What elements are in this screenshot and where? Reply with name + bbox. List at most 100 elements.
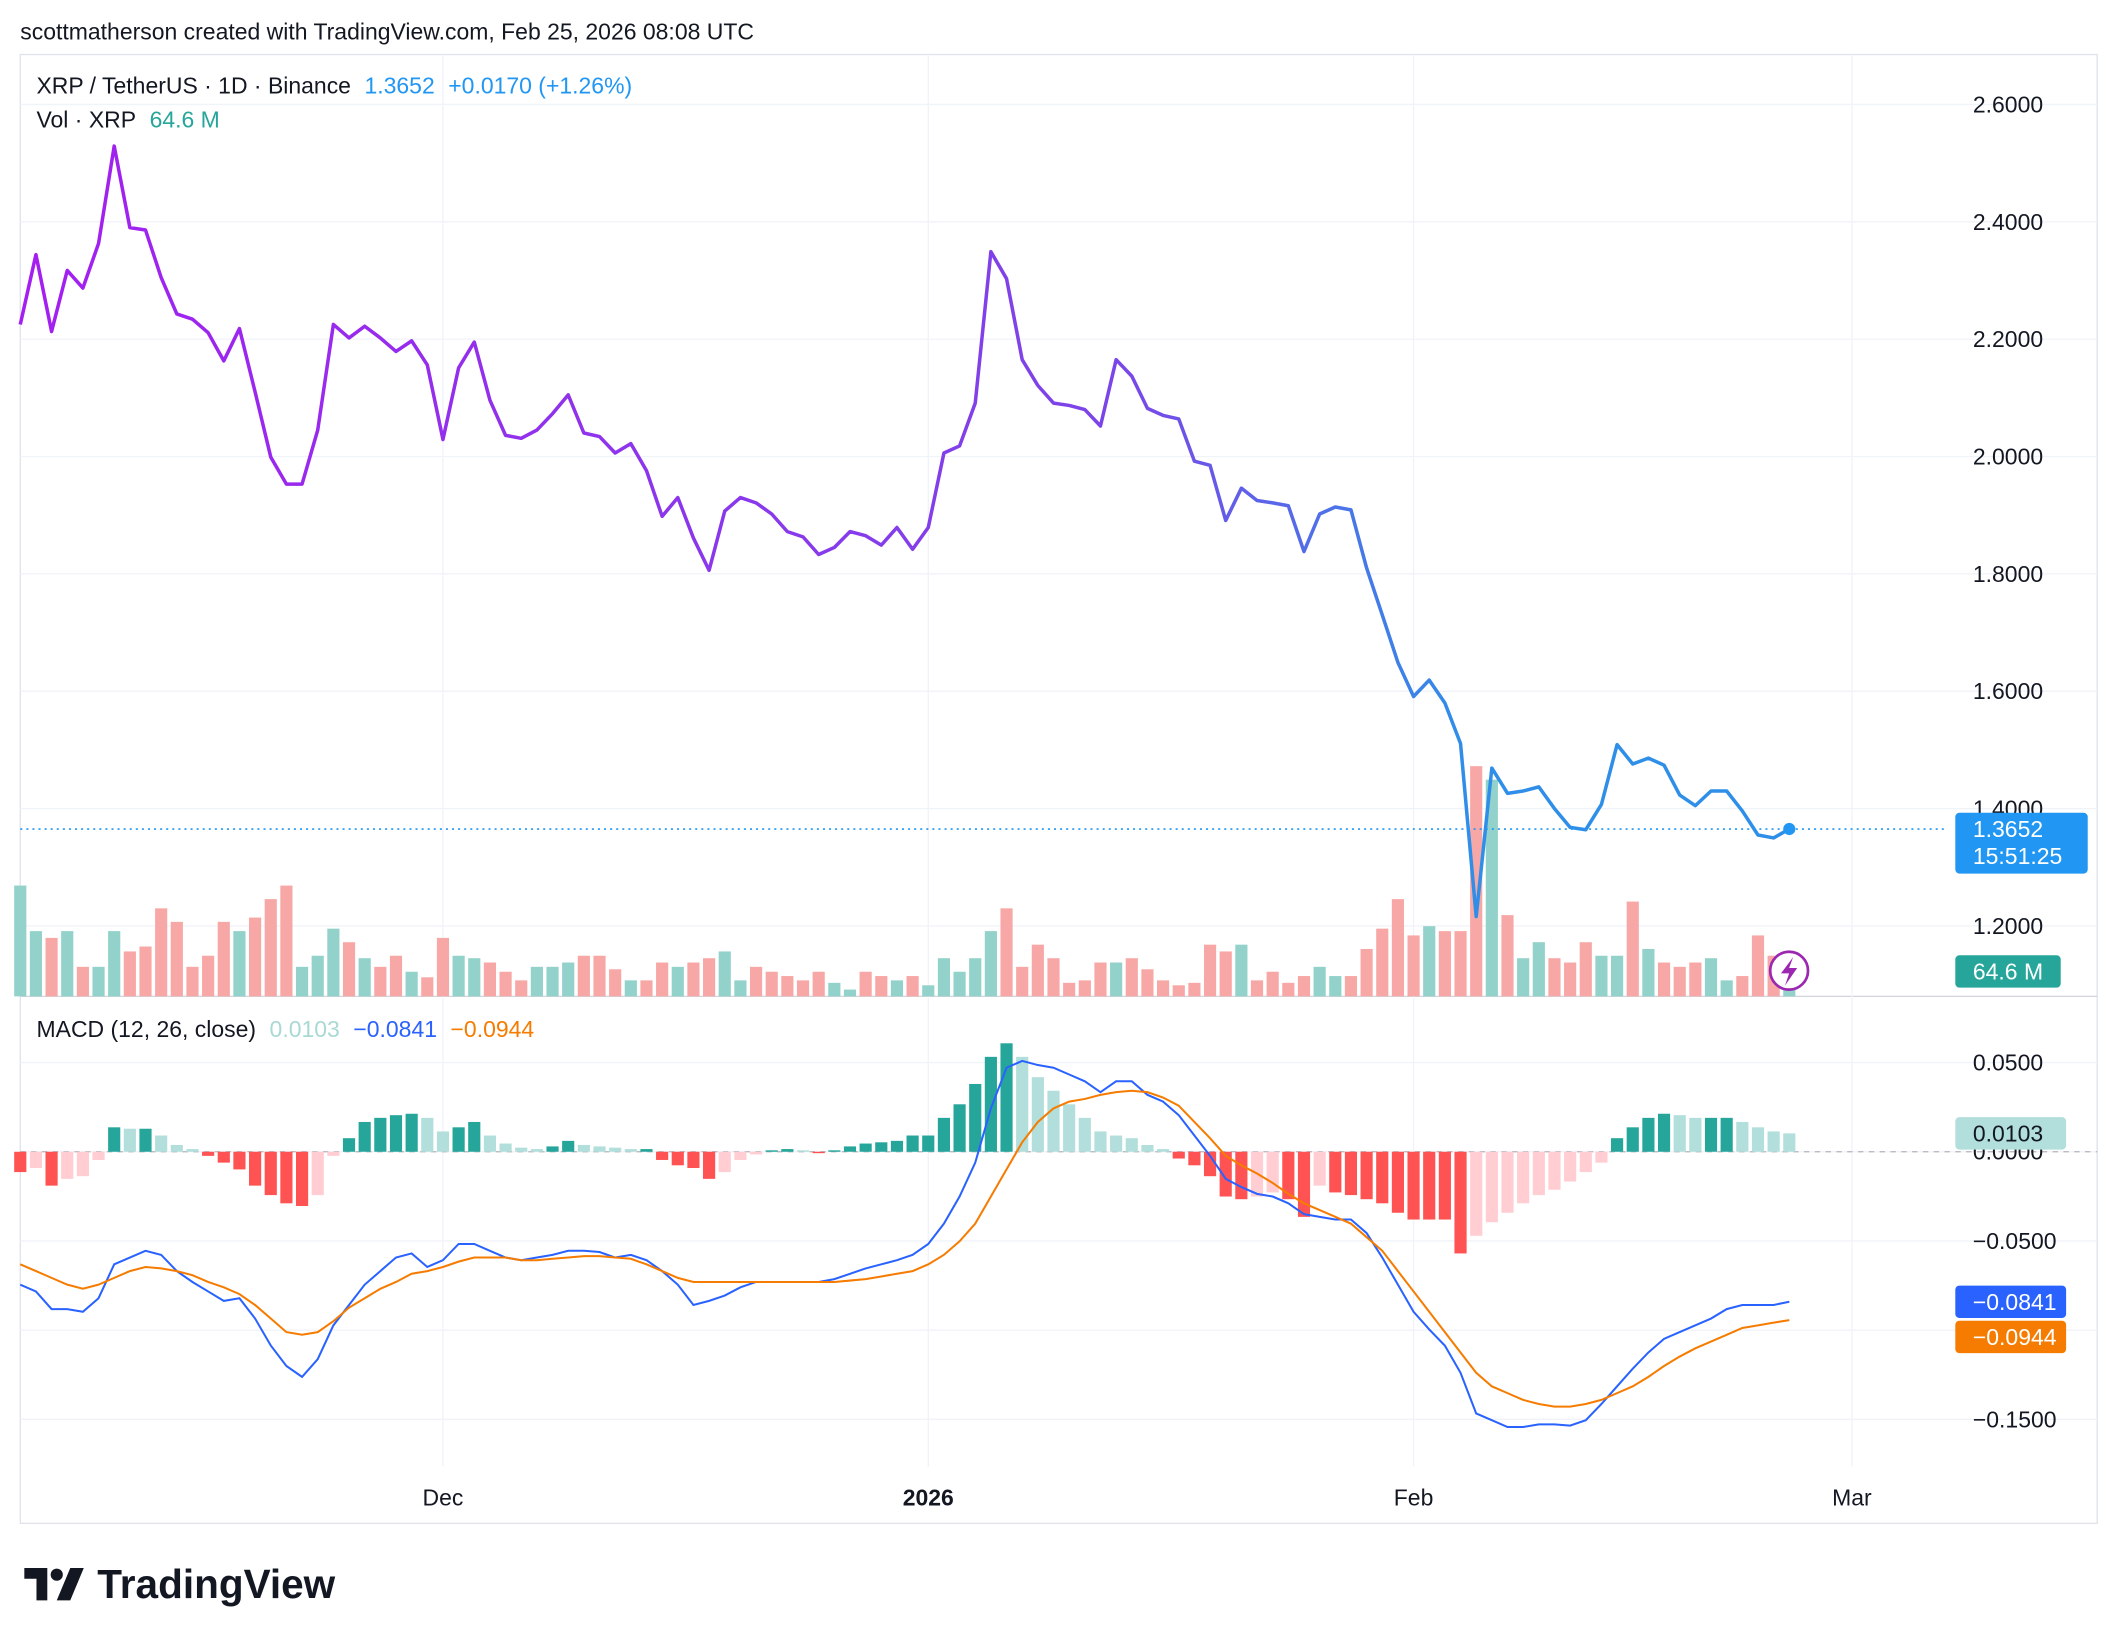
volume-bar — [280, 885, 293, 997]
volume-bar — [937, 958, 951, 997]
macd-histogram-bar — [1172, 1151, 1185, 1159]
macd-line — [19, 1059, 1790, 1429]
volume-bar — [749, 966, 763, 997]
volume-bar — [1454, 931, 1467, 997]
volume-bar — [186, 966, 199, 997]
volume-bar — [1047, 958, 1060, 997]
macd-histogram-bar — [1313, 1151, 1326, 1186]
volume-bar — [1470, 766, 1483, 997]
volume-bar — [202, 955, 215, 997]
volume-bar — [624, 980, 637, 997]
macd-histogram-bar — [311, 1151, 324, 1196]
volume-bar — [1689, 962, 1702, 997]
volume-bar — [1751, 935, 1765, 997]
volume-bar — [342, 942, 356, 997]
macd-histogram-bar — [61, 1151, 74, 1179]
volume-bar — [546, 966, 559, 997]
icon-bolt — [1780, 957, 1798, 986]
macd-histogram-bar — [1517, 1151, 1530, 1204]
volume-bar — [217, 921, 230, 997]
macd-histogram-bar — [609, 1147, 622, 1152]
macd-histogram-bar — [1344, 1151, 1358, 1196]
y-tick-label: 0.0500 — [1973, 1050, 2043, 1076]
macd-histogram-bar — [1141, 1144, 1154, 1152]
y-tick-label: 1.8000 — [1973, 561, 2043, 587]
macd-histogram-bar — [1000, 1043, 1013, 1152]
volume-bar — [14, 885, 27, 997]
y-tick-label: 1.2000 — [1973, 913, 2043, 939]
volume-badge-label: 64.6 M — [1973, 958, 2043, 984]
macd-histogram-bar — [515, 1147, 528, 1152]
macd-badge — [1955, 1320, 2067, 1354]
macd-histogram-bar — [1532, 1151, 1545, 1196]
volume-bar — [499, 971, 512, 997]
volume-bar — [562, 962, 575, 997]
macd-histogram-bar — [1063, 1104, 1076, 1152]
macd-histogram-bar — [123, 1128, 136, 1152]
macd-histogram-bar — [170, 1144, 183, 1152]
macd-histogram-bar — [640, 1149, 653, 1152]
volume-bar — [812, 971, 825, 997]
macd-histogram-bar — [781, 1149, 794, 1152]
volume-bar — [718, 951, 731, 997]
volume-bar — [843, 989, 857, 997]
axis: Dec 2026 Feb Mar1.20001.40001.60001.80002.0… — [423, 91, 2057, 1510]
price-badge — [1955, 812, 2088, 874]
volume-bar — [1532, 942, 1545, 997]
macd-histogram-bar — [1125, 1138, 1138, 1152]
volume-bar — [170, 921, 183, 997]
macd-histogram-bar — [186, 1149, 199, 1152]
grid — [20, 54, 2098, 1467]
macd-histogram-bar — [1188, 1151, 1201, 1166]
macd-histogram-bar — [1423, 1151, 1436, 1220]
volume-bar — [1344, 976, 1358, 997]
volume-bar — [483, 962, 497, 997]
macd-hist-last: 0.0103 — [270, 1016, 340, 1042]
volume-bar — [984, 931, 997, 997]
macd-histogram-bar — [875, 1142, 888, 1152]
macd-histogram-bar — [29, 1151, 43, 1168]
macd-legend: MACD (12, 26, close) 0.0103 −0.0841 −0.0944 — [36, 1016, 534, 1042]
y-tick-label: −0.0500 — [1973, 1228, 2057, 1254]
macd-histogram-bar — [389, 1115, 403, 1152]
macd-histogram-bar — [1078, 1117, 1091, 1152]
volume-bar — [436, 937, 450, 997]
volume-bar — [656, 962, 669, 997]
symbol: XRP / TetherUS · 1D · Binance — [36, 73, 350, 99]
macd-histogram-bar — [483, 1135, 497, 1152]
marks — [14, 144, 2098, 1429]
volume-bar — [405, 971, 418, 997]
macd-histogram-bar — [812, 1151, 825, 1154]
volume-bar — [1141, 969, 1154, 997]
macd-histogram-bar — [14, 1151, 27, 1173]
volume-bar — [155, 908, 168, 997]
macd-histogram-bar — [436, 1131, 450, 1152]
macd-histogram-bar — [155, 1135, 168, 1152]
volume-bar — [734, 980, 747, 997]
macd-histogram-bar — [295, 1151, 309, 1206]
volume-bar — [1407, 935, 1420, 997]
macd-histogram-bar — [1047, 1090, 1060, 1152]
macd-histogram-bar — [624, 1149, 637, 1152]
macd-histogram-bar — [922, 1135, 935, 1152]
volume-bar — [703, 958, 716, 997]
x-tick-label: Mar — [1832, 1485, 1872, 1511]
volume-bar — [1642, 948, 1655, 997]
signal-line — [19, 1089, 1790, 1408]
volume-bar — [890, 980, 904, 997]
volume-bar — [1579, 942, 1592, 997]
y-tick-label: 2.4000 — [1973, 209, 2043, 235]
volume-bar — [1282, 982, 1295, 997]
macd-histogram-bar — [202, 1151, 215, 1156]
macd-histogram-bar — [405, 1113, 418, 1152]
volume-bar — [1657, 962, 1671, 997]
macd-histogram-bar — [1360, 1151, 1373, 1200]
macd-histogram-bar — [1016, 1056, 1029, 1152]
macd-histogram-bar — [546, 1146, 559, 1152]
y-tick-label: −0.1500 — [1973, 1406, 2057, 1432]
y-tick-label: 2.0000 — [1973, 443, 2043, 469]
volume-bar — [1485, 779, 1498, 997]
macd-histogram-bar — [233, 1151, 246, 1170]
volume-bar — [593, 955, 606, 997]
